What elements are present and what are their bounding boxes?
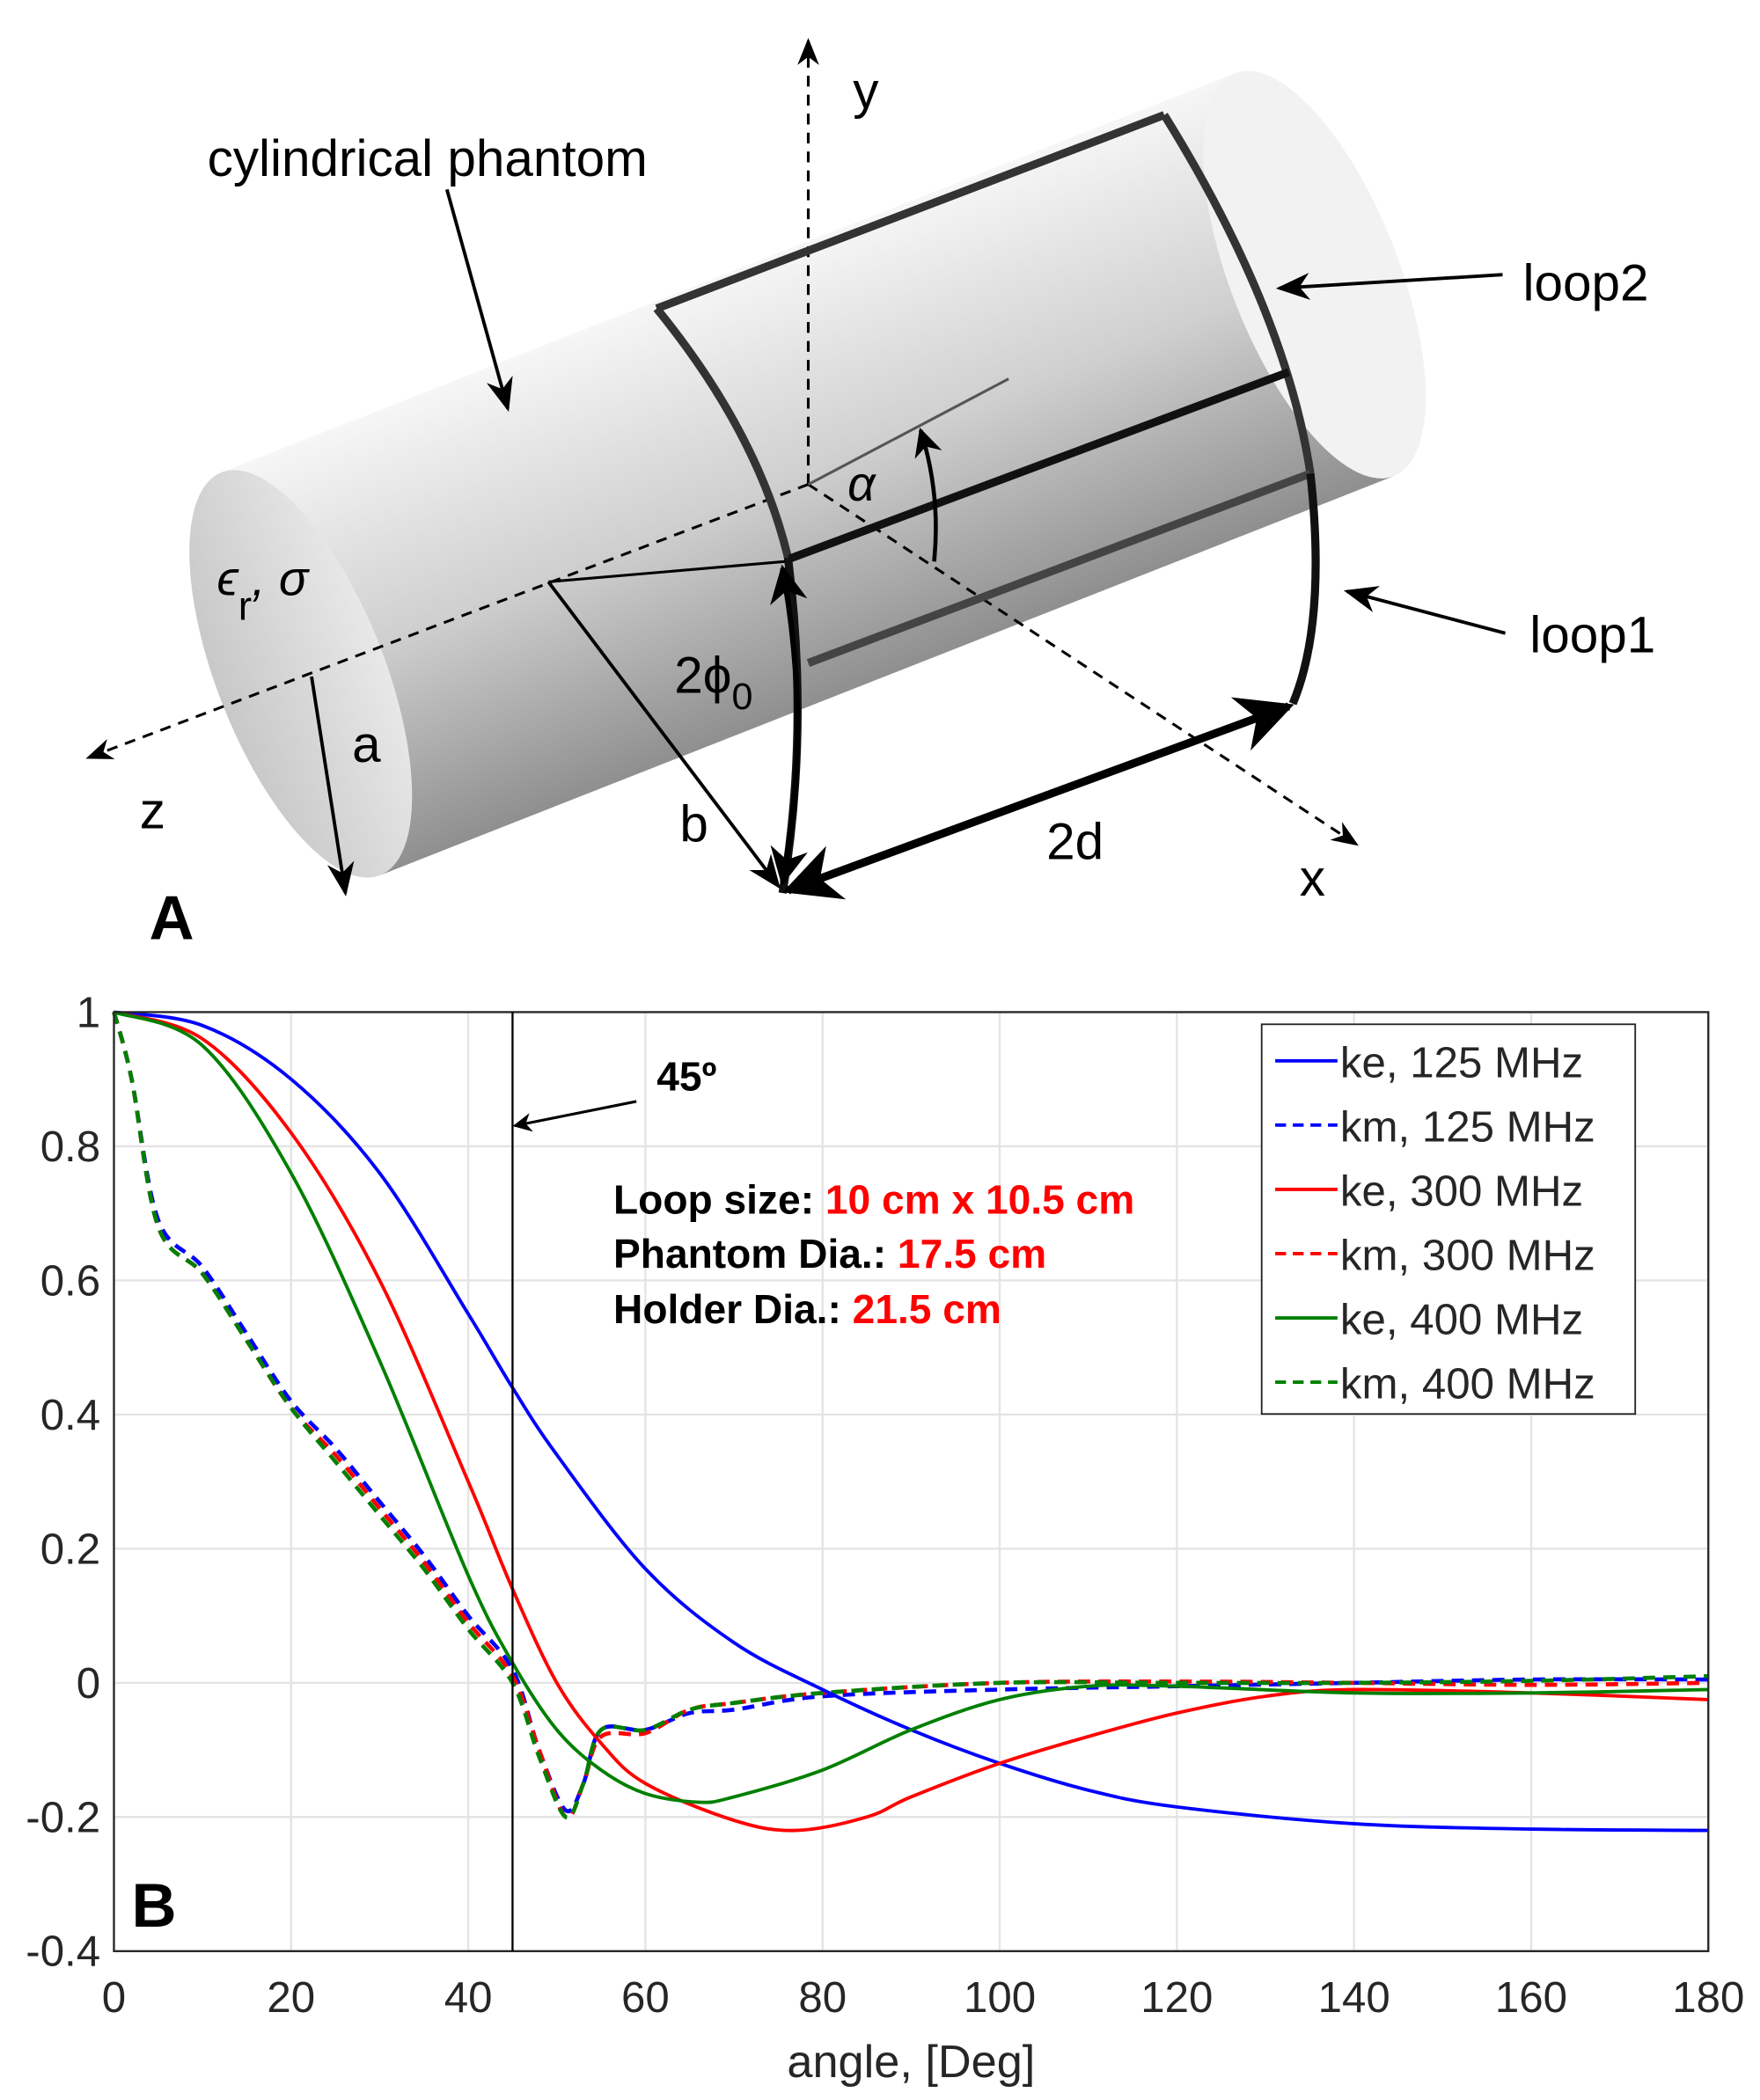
annotation-phantom-dia: Phantom Dia.: 17.5 cm: [613, 1231, 1046, 1277]
y-tick-label: 0.6: [40, 1256, 100, 1305]
y-tick-label: -0.2: [26, 1793, 100, 1841]
x-tick-label: 140: [1318, 1973, 1390, 2022]
y-tick-label: -0.4: [26, 1928, 100, 1976]
x-axis-label: x: [1300, 850, 1325, 907]
permittivity-conductivity-label: ϵr, σ: [216, 552, 311, 629]
b-label: b: [679, 796, 708, 853]
series-line-ke-300-mhz: [113, 1010, 1709, 1833]
y-tick-label: 0.8: [40, 1123, 100, 1171]
alpha-label: α: [847, 457, 876, 511]
x-axis-title: angle, [Deg]: [787, 2037, 1035, 2088]
radius-line: [548, 560, 786, 583]
alpha-arrow: [914, 428, 942, 562]
dimension-2phi-arrow: [770, 564, 808, 887]
x-tick-label: 180: [1672, 1973, 1744, 2022]
x-tick-label: 60: [621, 1973, 670, 2022]
2d-label: 2d: [1046, 814, 1104, 871]
legend-box: [1260, 1023, 1637, 1416]
series-line-ke-400-mhz: [113, 1010, 1709, 1804]
annotation-holder-dia: Holder Dia.: 21.5 cm: [613, 1286, 1001, 1332]
reference-line: [807, 377, 1009, 486]
legend-label: ke, 400 MHz: [1340, 1295, 1583, 1343]
legend-label: ke, 300 MHz: [1340, 1167, 1583, 1215]
y-tick-label: 0: [77, 1659, 100, 1708]
panel-a-label: A: [149, 882, 194, 952]
x-tick-label: 20: [267, 1973, 315, 2022]
phantom-diagram: cylindrical phantom loop2 loop1 y z x a …: [85, 38, 1655, 952]
radius-b-arrow: [546, 581, 781, 889]
x-tick-label: 120: [1140, 1973, 1213, 2022]
legend-label: km, 300 MHz: [1340, 1231, 1595, 1279]
phantom-pointer-arrow: [444, 188, 513, 413]
legend-label: km, 400 MHz: [1340, 1360, 1595, 1409]
y-tick-label: 1: [77, 988, 100, 1036]
tick-labels: 0 20 40 60 80 100 120 140 160 180 -0.4 -0.2 0 0.2 0.4 0…: [26, 988, 1744, 2022]
legend: ke, 125 MHz km, 125 MHz ke, 300 MHz km, 300…: [1260, 1023, 1637, 1416]
loop2: [653, 111, 1315, 667]
vline-label: 45º: [656, 1054, 716, 1100]
plot-lines: [112, 1010, 1709, 1833]
x-tick-label: 80: [798, 1973, 847, 2022]
2phi-label: 2ϕ0: [674, 647, 752, 717]
a-label: a: [352, 716, 381, 773]
legend-label: km, 125 MHz: [1340, 1102, 1595, 1151]
z-axis: [85, 483, 810, 759]
chart: 0 20 40 60 80 100 120 140 160 180 -0.4 -0.2 0 0.2 0.4 0…: [26, 988, 1744, 2088]
loop1-pointer-arrow: [1343, 586, 1507, 635]
x-tick-label: 100: [964, 1973, 1036, 2022]
annotation-loop-size: Loop size: 10 cm x 10.5 cm: [613, 1177, 1134, 1223]
series-line-km-400-mhz: [112, 1011, 1709, 1820]
x-axis: [807, 483, 1359, 846]
x-tick-label: 160: [1495, 1973, 1567, 2022]
dimension-2d-arrow: [782, 697, 1294, 900]
legend-label: ke, 125 MHz: [1340, 1038, 1583, 1087]
chart-annotation: Loop size: 10 cm x 10.5 cm Phantom Dia.:…: [613, 1177, 1134, 1333]
loop2-pointer-arrow: [1275, 273, 1503, 300]
radius-a-arrow: [310, 676, 355, 896]
loop1-label: loop1: [1529, 606, 1655, 663]
z-axis-label: z: [140, 782, 165, 839]
panel-b-label: B: [131, 1870, 176, 1940]
axes-box: [113, 1011, 1710, 1952]
phantom-label: cylindrical phantom: [208, 130, 648, 187]
y-tick-label: 0.2: [40, 1525, 100, 1573]
vline-pointer-arrow: [512, 1100, 637, 1132]
y-axis-label: y: [853, 62, 879, 120]
y-tick-label: 0.4: [40, 1391, 100, 1439]
x-tick-label: 0: [102, 1973, 126, 2022]
loop2-label: loop2: [1523, 254, 1649, 311]
series-line-ke-125-mhz: [114, 1010, 1709, 1833]
x-tick-label: 40: [444, 1973, 493, 2022]
